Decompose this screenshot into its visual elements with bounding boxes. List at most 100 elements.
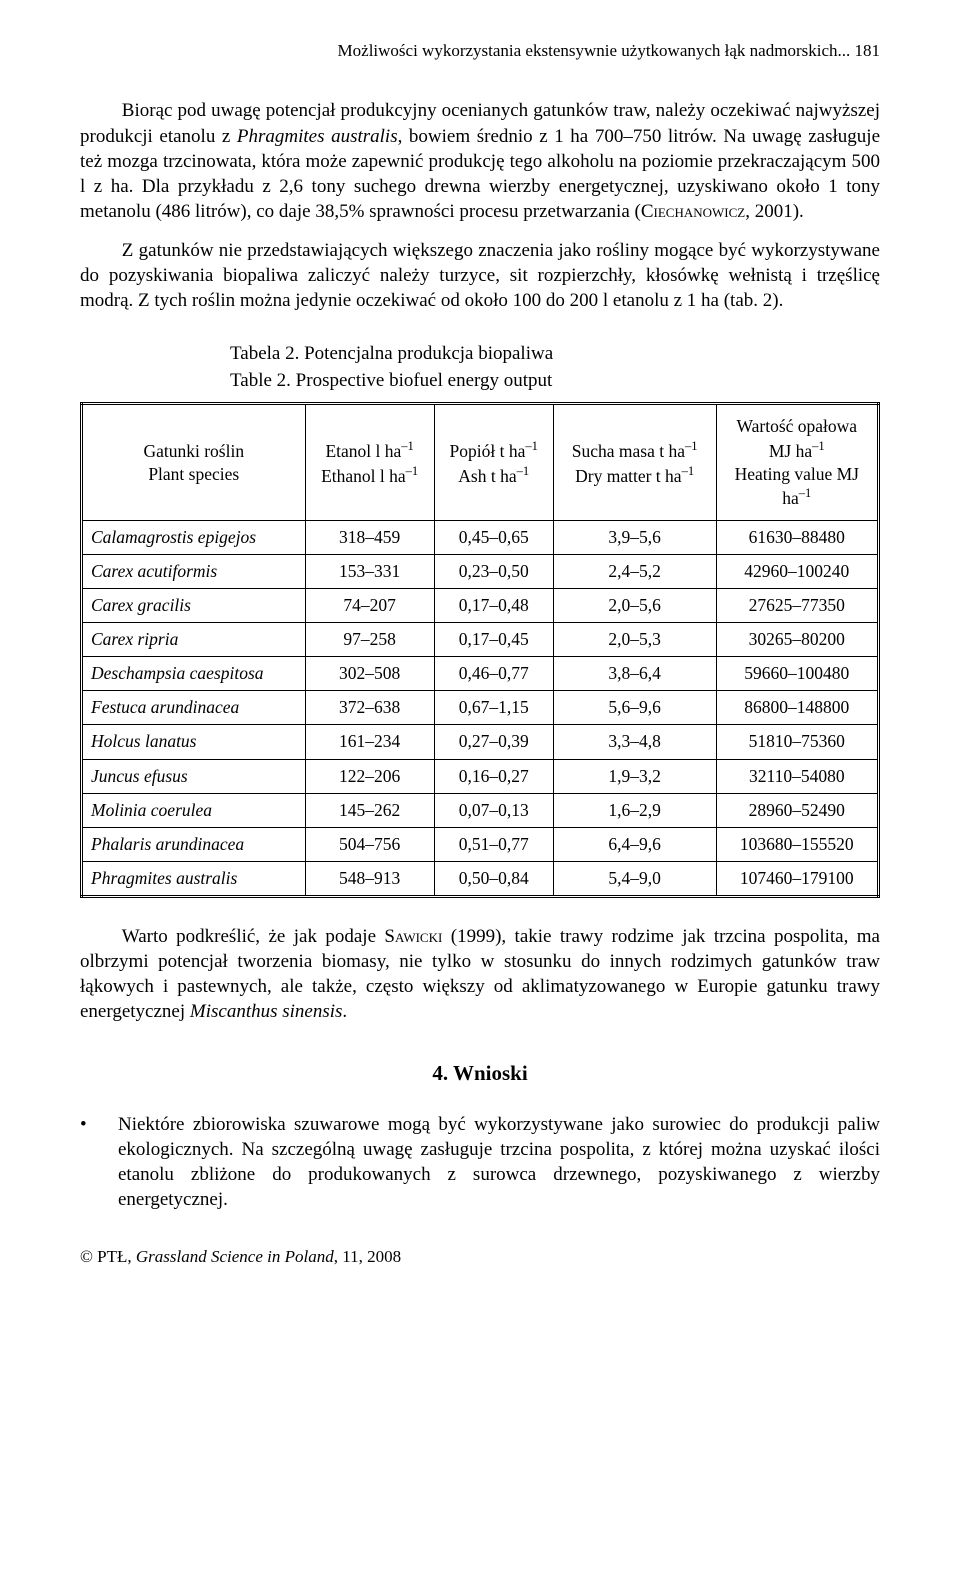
cell-value: 61630–88480 (716, 520, 878, 554)
running-head: Możliwości wykorzystania ekstensywnie uż… (80, 40, 880, 62)
cell-species: Phragmites australis (82, 861, 306, 896)
table-row: Calamagrostis epigejos318–4590,45–0,653,… (82, 520, 879, 554)
footer-italic: Grassland Science in Poland (136, 1247, 334, 1266)
table-caption: Tabela 2. Potencjalna produkcja biopaliw… (230, 341, 880, 394)
page: Możliwości wykorzystania ekstensywnie uż… (0, 0, 960, 1309)
col3-line1: Popiół t ha (450, 441, 526, 461)
cell-value: 0,23–0,50 (434, 555, 553, 589)
col-header-ethanol: Etanol l ha–1 Ethanol l ha–1 (305, 404, 434, 521)
table-caption-line1: Tabela 2. Potencjalna produkcja biopaliw… (230, 343, 553, 364)
cell-value: 2,4–5,2 (553, 555, 716, 589)
cell-value: 0,46–0,77 (434, 657, 553, 691)
cell-value: 28960–52490 (716, 793, 878, 827)
para1-text-c: , 2001). (745, 201, 804, 222)
col3-line2: Ash t ha (458, 465, 516, 485)
cell-species: Molinia coerulea (82, 793, 306, 827)
cell-value: 0,50–0,84 (434, 861, 553, 896)
cell-value: 145–262 (305, 793, 434, 827)
cell-value: 0,17–0,45 (434, 623, 553, 657)
paragraph-2: Z gatunków nie przedstawiających większe… (80, 238, 880, 313)
cell-value: 0,51–0,77 (434, 827, 553, 861)
cell-value: 0,45–0,65 (434, 520, 553, 554)
para3-text-a: Warto podkreślić, że jak podaje (122, 926, 385, 947)
cell-species: Festuca arundinacea (82, 691, 306, 725)
table-row: Molinia coerulea145–2620,07–0,131,6–2,92… (82, 793, 879, 827)
cell-value: 6,4–9,6 (553, 827, 716, 861)
cell-value: 504–756 (305, 827, 434, 861)
cell-value: 372–638 (305, 691, 434, 725)
cell-value: 103680–155520 (716, 827, 878, 861)
table-row: Carex acutiformis153–3310,23–0,502,4–5,2… (82, 555, 879, 589)
bullet-item: • Niektóre zbiorowiska szuwarowe mogą by… (80, 1112, 880, 1212)
cell-value: 3,9–5,6 (553, 520, 716, 554)
col5-line4: ha (782, 488, 799, 508)
para3-smallcaps-1: Sawicki (384, 926, 442, 947)
col4-line2: Dry matter t ha (575, 465, 681, 485)
cell-value: 3,8–6,4 (553, 657, 716, 691)
cell-species: Deschampsia caespitosa (82, 657, 306, 691)
table-row: Festuca arundinacea372–6380,67–1,155,6–9… (82, 691, 879, 725)
cell-value: 0,17–0,48 (434, 589, 553, 623)
col1-line2: Plant species (148, 464, 239, 484)
col5-line2: MJ ha (769, 441, 812, 461)
footer-text-a: © PTŁ, (80, 1247, 136, 1266)
page-footer: © PTŁ, Grassland Science in Poland, 11, … (80, 1246, 880, 1268)
table-row: Deschampsia caespitosa302–5080,46–0,773,… (82, 657, 879, 691)
cell-value: 122–206 (305, 759, 434, 793)
table-row: Holcus lanatus161–2340,27–0,393,3–4,8518… (82, 725, 879, 759)
col2-line1: Etanol l ha (325, 441, 401, 461)
cell-value: 1,9–3,2 (553, 759, 716, 793)
cell-value: 97–258 (305, 623, 434, 657)
cell-value: 318–459 (305, 520, 434, 554)
table-row: Carex gracilis74–2070,17–0,482,0–5,62762… (82, 589, 879, 623)
col-header-heating: Wartość opałowa MJ ha–1 Heating value MJ… (716, 404, 878, 521)
cell-value: 51810–75360 (716, 725, 878, 759)
cell-value: 5,4–9,0 (553, 861, 716, 896)
cell-value: 153–331 (305, 555, 434, 589)
cell-value: 5,6–9,6 (553, 691, 716, 725)
cell-value: 74–207 (305, 589, 434, 623)
col-header-species: Gatunki roślin Plant species (82, 404, 306, 521)
cell-value: 59660–100480 (716, 657, 878, 691)
cell-species: Juncus efusus (82, 759, 306, 793)
table-caption-line2: Table 2. Prospective biofuel energy outp… (230, 370, 552, 391)
section-heading: 4. Wnioski (80, 1060, 880, 1088)
cell-value: 2,0–5,3 (553, 623, 716, 657)
cell-value: 548–913 (305, 861, 434, 896)
cell-species: Carex gracilis (82, 589, 306, 623)
bullet-text: Niektóre zbiorowiska szuwarowe mogą być … (118, 1112, 880, 1212)
cell-species: Carex acutiformis (82, 555, 306, 589)
col-header-ash: Popiół t ha–1 Ash t ha–1 (434, 404, 553, 521)
cell-value: 2,0–5,6 (553, 589, 716, 623)
footer-text-b: , 11, 2008 (334, 1247, 401, 1266)
para1-smallcaps-1: Ciechanowicz (641, 201, 745, 222)
col4-line1: Sucha masa t ha (572, 441, 685, 461)
table-row: Carex ripria97–2580,17–0,452,0–5,330265–… (82, 623, 879, 657)
cell-value: 0,16–0,27 (434, 759, 553, 793)
table-header-row: Gatunki roślin Plant species Etanol l ha… (82, 404, 879, 521)
cell-species: Calamagrostis epigejos (82, 520, 306, 554)
cell-value: 42960–100240 (716, 555, 878, 589)
col5-line3: Heating value MJ (735, 464, 859, 484)
para3-italic-1: Miscanthus sinensis (190, 1001, 343, 1022)
biofuel-table: Gatunki roślin Plant species Etanol l ha… (80, 402, 880, 898)
cell-value: 0,27–0,39 (434, 725, 553, 759)
table-body: Calamagrostis epigejos318–4590,45–0,653,… (82, 520, 879, 896)
cell-value: 0,07–0,13 (434, 793, 553, 827)
col2-line2: Ethanol l ha (321, 465, 406, 485)
table-row: Juncus efusus122–2060,16–0,271,9–3,23211… (82, 759, 879, 793)
cell-value: 30265–80200 (716, 623, 878, 657)
paragraph-1: Biorąc pod uwagę potencjał produkcyjny o… (80, 98, 880, 223)
cell-value: 0,67–1,15 (434, 691, 553, 725)
cell-value: 32110–54080 (716, 759, 878, 793)
cell-species: Carex ripria (82, 623, 306, 657)
para3-text-c: . (342, 1001, 347, 1022)
cell-value: 107460–179100 (716, 861, 878, 896)
cell-species: Holcus lanatus (82, 725, 306, 759)
cell-value: 27625–77350 (716, 589, 878, 623)
cell-value: 1,6–2,9 (553, 793, 716, 827)
para1-italic-1: Phragmites australis (237, 126, 398, 147)
table-row: Phalaris arundinacea504–7560,51–0,776,4–… (82, 827, 879, 861)
col-header-drymatter: Sucha masa t ha–1 Dry matter t ha–1 (553, 404, 716, 521)
col1-line1: Gatunki roślin (143, 441, 244, 461)
